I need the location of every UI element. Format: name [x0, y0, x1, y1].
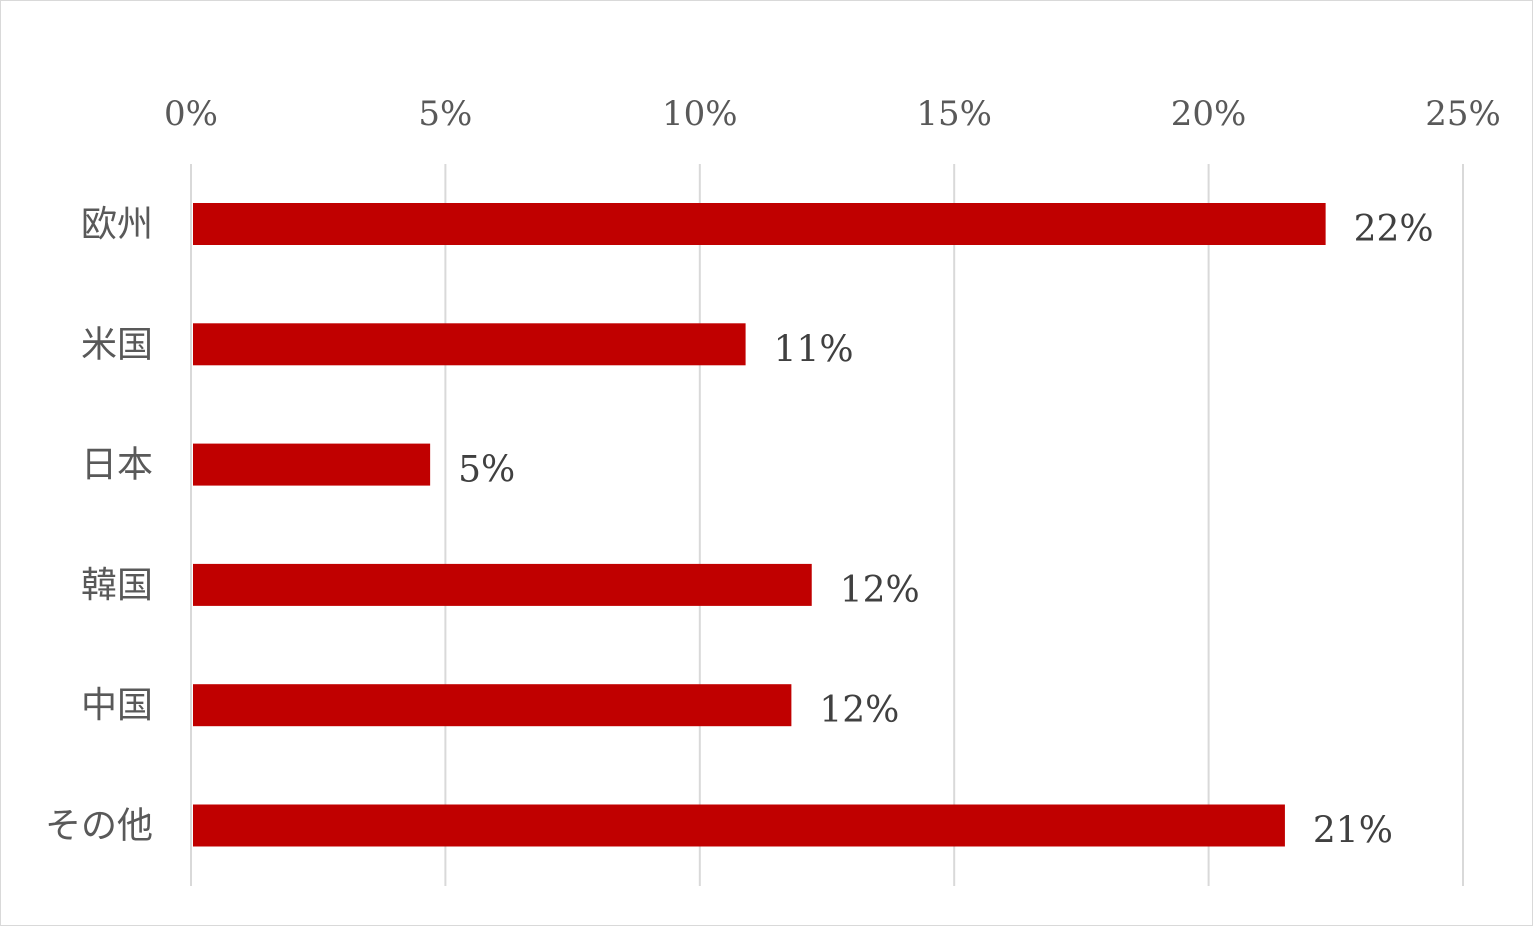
bar: [193, 443, 431, 486]
category-label: その他: [45, 806, 153, 847]
data-label: 12%: [840, 570, 920, 611]
bar: [193, 203, 1326, 245]
bar: [193, 323, 746, 366]
x-tick-label: 5%: [418, 94, 472, 134]
data-label: 5%: [458, 450, 515, 491]
x-tick-label: 25%: [1425, 94, 1501, 134]
bar: [193, 563, 812, 606]
data-label: 11%: [774, 329, 854, 370]
data-label: 22%: [1354, 209, 1434, 250]
data-labels: 22% 11% 5% 12% 12% 21%: [458, 209, 1434, 852]
category-label: 欧州: [81, 204, 153, 245]
category-label: 米国: [81, 324, 153, 365]
x-tick-label: 0%: [164, 94, 218, 134]
bar: [193, 684, 792, 727]
category-label: 中国: [81, 685, 153, 726]
category-label: 韓国: [81, 565, 153, 606]
data-label: 12%: [819, 690, 899, 731]
x-axis-tick-labels: 0% 5% 10% 15% 20% 25%: [164, 94, 1501, 134]
data-label: 21%: [1313, 811, 1393, 852]
gridlines: [190, 164, 1464, 886]
x-tick-label: 10%: [662, 94, 738, 134]
x-tick-label: 15%: [916, 94, 992, 134]
bar-series: [193, 203, 1326, 847]
category-label: 日本: [81, 445, 153, 486]
x-tick-label: 20%: [1171, 94, 1247, 134]
bar: [193, 804, 1285, 847]
